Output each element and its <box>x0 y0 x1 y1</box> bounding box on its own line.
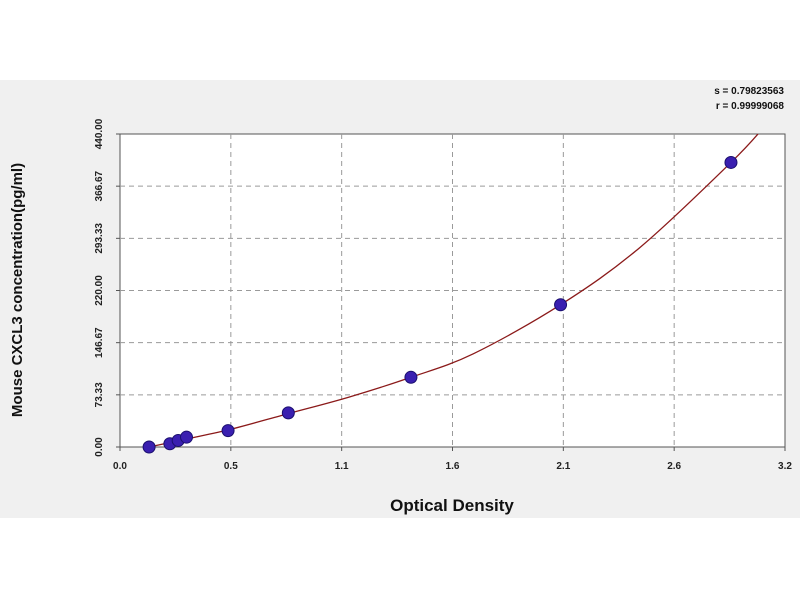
x-axis-title: Optical Density <box>390 496 514 515</box>
y-tick-label: 366.67 <box>94 170 105 201</box>
x-tick-label: 1.1 <box>335 461 349 472</box>
x-tick-label: 3.2 <box>778 461 792 472</box>
data-point <box>142 440 156 454</box>
tick-labels: 0.0 0.5 1.1 1.6 2.1 2.6 3.2 0.00 73.33 146.67 220.… <box>94 118 792 472</box>
x-tick-label: 2.1 <box>556 461 570 472</box>
y-tick-label: 146.67 <box>94 327 105 358</box>
y-tick-label: 293.33 <box>94 223 105 254</box>
y-axis-title: Mouse CXCL3 concentration(pg/ml) <box>9 163 26 417</box>
data-point <box>554 298 568 312</box>
data-points <box>142 155 738 454</box>
data-point <box>724 155 738 169</box>
y-tick-label: 220.00 <box>94 275 105 306</box>
x-tick-label: 0.5 <box>224 461 238 472</box>
data-point <box>281 406 295 420</box>
y-tick-label: 440.00 <box>94 118 105 149</box>
x-tick-label: 1.6 <box>446 461 460 472</box>
y-tick-label: 0.00 <box>94 437 105 457</box>
data-point <box>404 370 418 384</box>
x-tick-label: 2.6 <box>667 461 681 472</box>
r-value-label: r = 0.99999068 <box>716 101 785 112</box>
data-point <box>180 430 193 444</box>
grid-lines <box>116 133 786 451</box>
x-tick-label: 0.0 <box>113 461 127 472</box>
s-value-label: s = 0.79823563 <box>714 86 784 97</box>
y-tick-label: 73.33 <box>94 382 105 407</box>
data-point <box>221 424 235 438</box>
